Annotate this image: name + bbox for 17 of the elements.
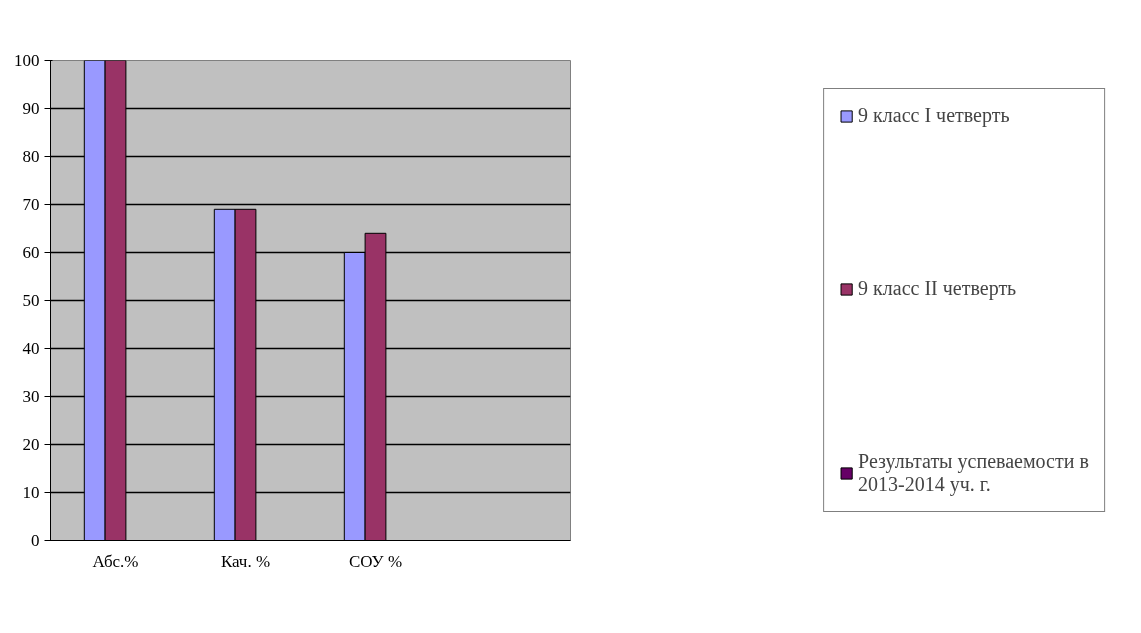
x-tick-label: Абс.% bbox=[92, 551, 139, 571]
x-tick-label: СОУ % bbox=[348, 551, 403, 571]
legend-label: 9 класс II четверть bbox=[858, 277, 1017, 300]
legend-label: Результаты успеваемости в 2013-2014 уч. г. bbox=[858, 450, 1089, 496]
y-tick-label: 10 bbox=[22, 483, 40, 502]
y-tick-label: 60 bbox=[22, 243, 40, 262]
x-tick-label: Кач. % bbox=[220, 551, 271, 571]
y-tick-label: 0 bbox=[31, 531, 40, 550]
y-tick-label: 70 bbox=[22, 195, 40, 214]
y-tick-label: 40 bbox=[22, 339, 40, 358]
y-tick-label: 30 bbox=[22, 387, 40, 406]
y-tick-label: 90 bbox=[22, 99, 40, 118]
y-tick-label: 100 bbox=[14, 51, 40, 70]
y-tick-label: 50 bbox=[22, 291, 40, 310]
y-tick-label: 20 bbox=[22, 435, 40, 454]
legend-label: 9 класс I четверть bbox=[858, 104, 1010, 127]
y-tick-label: 80 bbox=[22, 147, 40, 166]
